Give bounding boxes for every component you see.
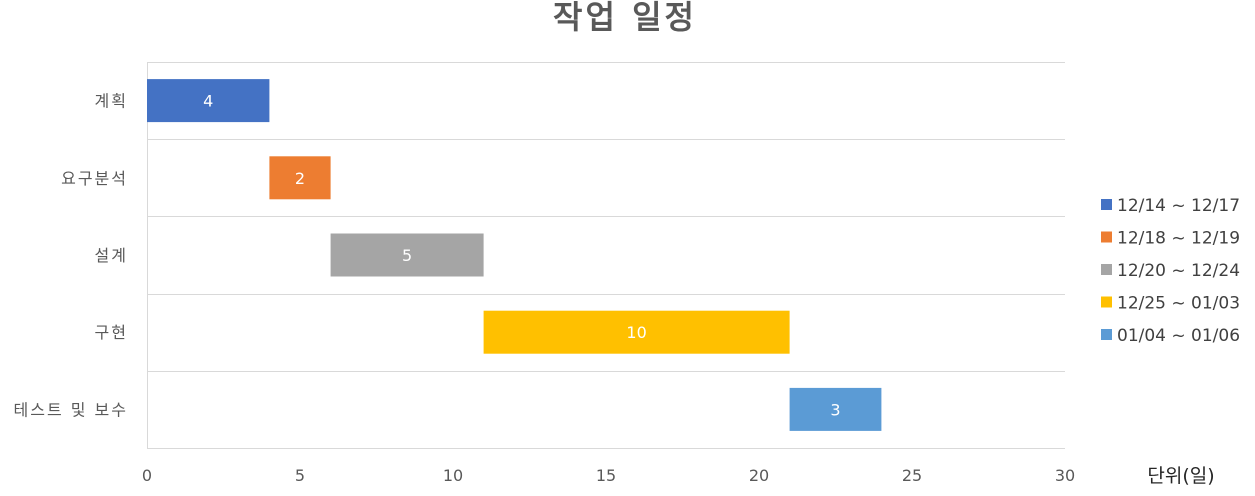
x-tick-label: 5	[295, 466, 305, 485]
legend-entry-label: 01/04 ~ 01/06	[1117, 326, 1240, 346]
legend-swatch	[1101, 296, 1112, 308]
legend-swatch	[1101, 199, 1112, 210]
x-tick-label: 0	[142, 466, 152, 485]
x-axis-unit-label: 단위(일)	[1147, 465, 1214, 487]
x-tick-label: 30	[1055, 466, 1075, 485]
legend-swatch	[1101, 264, 1112, 275]
bar	[147, 79, 270, 123]
category-label: 계획	[95, 92, 128, 111]
category-label: 구현	[95, 323, 128, 342]
legend-entry-label: 12/18 ~ 12/19	[1117, 229, 1240, 249]
bar-data-label: 4	[203, 92, 213, 111]
chart-title: 작업 일정	[553, 0, 697, 36]
category-label: 테스트 및 보수	[14, 400, 129, 419]
legend-swatch	[1101, 231, 1112, 243]
grid-layer	[147, 62, 1065, 449]
legend-swatch	[1101, 329, 1112, 340]
x-tick-label: 20	[749, 466, 769, 485]
x-tick-label: 10	[443, 466, 463, 485]
category-label: 설계	[95, 246, 128, 265]
bar	[789, 387, 882, 431]
bar-data-label: 10	[626, 323, 646, 342]
bar	[269, 156, 331, 200]
x-tick-label: 15	[596, 466, 616, 485]
category-label: 요구분석	[61, 169, 128, 188]
bar	[483, 310, 790, 354]
legend-entry-label: 12/14 ~ 12/17	[1117, 196, 1240, 216]
x-tick-labels: 0 5 10 15 20 25 30	[142, 466, 1075, 485]
bar-data-label: 2	[295, 169, 305, 188]
bar-data-label: 3	[830, 400, 840, 419]
bar	[330, 233, 484, 277]
x-tick-label: 25	[902, 466, 922, 485]
legend-entry-label: 12/25 ~ 01/03	[1117, 294, 1240, 314]
bar-layer: 4 2 5 10 3	[147, 79, 882, 431]
legend-entry-label: 12/20 ~ 12/24	[1117, 261, 1240, 281]
bar-data-label: 5	[402, 246, 412, 265]
legend: 12/14 ~ 12/17 12/18 ~ 12/19 12/20 ~ 12/24 1…	[1101, 196, 1240, 346]
